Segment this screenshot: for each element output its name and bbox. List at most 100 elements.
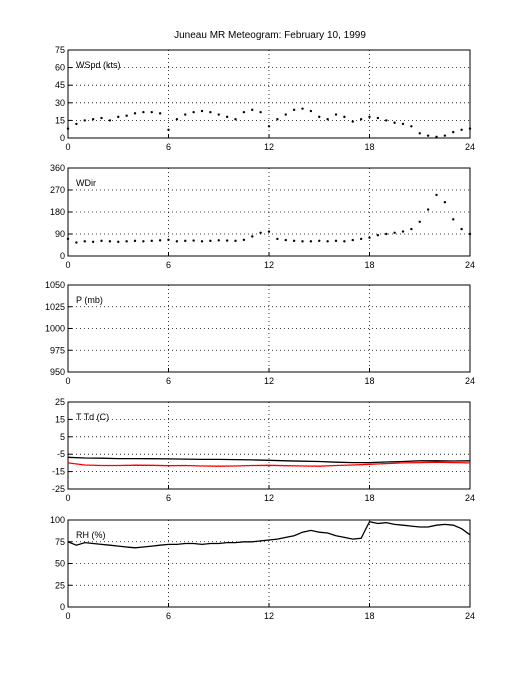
x-tick-label: 6	[166, 493, 171, 503]
y-tick-label: 50	[55, 559, 65, 569]
series-line-1	[67, 461, 471, 467]
data-point	[359, 118, 363, 121]
x-tick-label: 0	[65, 260, 70, 270]
y-tick-label: 1025	[45, 302, 65, 312]
y-tick-label: 25	[55, 397, 65, 407]
x-tick-label: 12	[264, 493, 274, 503]
data-point	[393, 231, 396, 234]
data-point	[142, 240, 145, 243]
data-point	[284, 238, 287, 242]
y-tick-label: 360	[50, 163, 65, 173]
y-tick-label: 15	[55, 115, 65, 125]
x-tick-label: 18	[364, 611, 374, 621]
data-point	[418, 220, 421, 223]
x-tick-label: 24	[465, 493, 475, 503]
x-tick-label: 18	[364, 142, 374, 152]
data-point	[209, 239, 212, 243]
y-tick-label: 5	[60, 432, 65, 442]
data-point	[385, 119, 388, 122]
data-point	[309, 240, 313, 243]
data-point	[460, 128, 463, 131]
panel-label: P (mb)	[76, 295, 103, 305]
series-line-0	[67, 456, 471, 464]
data-point	[133, 112, 137, 115]
data-point	[192, 239, 195, 242]
y-tick-label: 100	[50, 515, 65, 525]
data-point	[443, 201, 447, 204]
data-point	[343, 115, 346, 119]
data-point	[200, 240, 204, 243]
data-point	[167, 128, 170, 131]
data-point	[276, 237, 279, 241]
data-point	[167, 238, 170, 242]
data-point	[251, 235, 254, 238]
y-tick-label: -15	[52, 467, 65, 477]
y-tick-label: 1000	[45, 324, 65, 334]
data-point	[401, 122, 405, 126]
x-tick-label: 12	[264, 376, 274, 386]
data-point	[192, 110, 195, 114]
data-point	[150, 110, 153, 114]
x-tick-label: 12	[264, 142, 274, 152]
x-tick-label: 24	[465, 611, 475, 621]
x-tick-label: 0	[65, 376, 70, 386]
y-tick-label: 180	[50, 207, 65, 217]
data-point	[117, 115, 120, 119]
data-point	[393, 121, 396, 124]
data-point	[435, 193, 438, 197]
panel-wspd: 0 6 12 18 24 0 15 30 45 60 75 WSpd (kts)	[55, 45, 475, 152]
data-point	[368, 236, 371, 239]
y-tick-label: 0	[60, 602, 65, 612]
panel-wdir: 0 6 12 18 24 0 90 180 270 360 WDir	[50, 163, 475, 270]
data-point	[125, 240, 128, 243]
x-tick-label: 18	[364, 493, 374, 503]
data-point	[217, 239, 220, 242]
data-point	[301, 107, 304, 110]
x-tick-label: 12	[264, 611, 274, 621]
data-point	[267, 125, 271, 128]
data-point	[133, 239, 137, 243]
data-point	[100, 239, 103, 243]
panel-label: WDir	[76, 178, 96, 188]
data-point	[452, 130, 455, 134]
data-point	[242, 238, 246, 242]
y-tick-label: 75	[55, 45, 65, 55]
y-tick-label: 975	[50, 345, 65, 355]
data-point	[460, 227, 463, 231]
data-point	[108, 240, 112, 243]
data-point	[234, 118, 237, 121]
y-tick-label: 25	[55, 580, 65, 590]
panel-temp-dewpoint: 0 6 12 18 24 -25 -15 -5 5 15 25 T Td (C)	[52, 397, 475, 503]
x-tick-label: 6	[166, 260, 171, 270]
data-point	[108, 119, 112, 122]
y-tick-label: 0	[60, 133, 65, 143]
y-tick-label: 60	[55, 63, 65, 73]
data-point	[401, 230, 405, 233]
data-point	[276, 118, 279, 121]
data-point	[292, 108, 296, 112]
data-point	[468, 127, 472, 130]
data-point	[351, 238, 354, 242]
data-point	[259, 110, 262, 114]
data-point	[209, 110, 212, 114]
data-point	[318, 115, 321, 119]
page-title: Juneau MR Meteogram: February 10, 1999	[174, 30, 366, 41]
x-tick-label: 12	[264, 260, 274, 270]
data-point	[175, 118, 179, 121]
data-point	[468, 232, 472, 236]
data-point	[292, 239, 296, 243]
y-tick-label: 1050	[45, 280, 65, 290]
y-tick-label: 90	[55, 229, 65, 239]
panel-label: WSpd (kts)	[76, 60, 121, 70]
data-point	[385, 232, 388, 236]
data-point	[142, 110, 145, 114]
data-point	[376, 116, 380, 120]
data-point	[100, 116, 103, 120]
x-tick-label: 6	[166, 611, 171, 621]
data-point	[418, 132, 421, 135]
data-point	[184, 239, 187, 243]
data-point	[334, 239, 338, 243]
data-point	[83, 119, 86, 122]
data-point	[217, 113, 220, 116]
data-point	[91, 118, 95, 121]
